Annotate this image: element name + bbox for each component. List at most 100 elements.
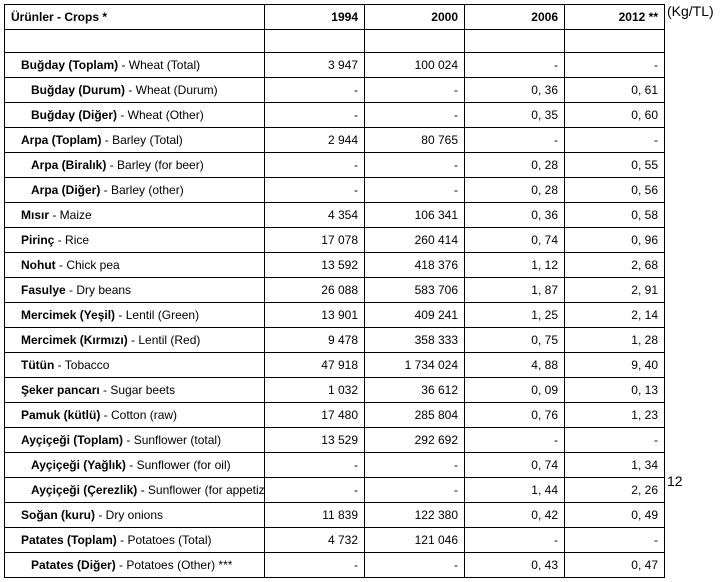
cell: 17 078 [265,228,365,253]
col-header-1994: 1994 [265,5,365,30]
cell: 0, 13 [565,378,665,403]
cell: - [465,53,565,78]
table-row: Ayçiçeği (Toplam) - Sunflower (total)13 … [5,428,665,453]
row-label: Buğday (Toplam) - Wheat (Total) [5,53,265,78]
row-label-plain: - Barley (other) [100,183,183,197]
cell: - [265,103,365,128]
cell: 0, 28 [465,153,565,178]
cell: - [565,528,665,553]
cell: - [365,103,465,128]
header-row: Ürünler - Crops * 1994 2000 2006 2012 ** [5,5,665,30]
row-label-plain: - Sunflower (total) [123,433,221,447]
row-label-bold: Patates (Toplam) [21,533,117,547]
cell: 2, 68 [565,253,665,278]
row-label-bold: Şeker pancarı [21,383,100,397]
cell: 13 592 [265,253,365,278]
cell: 1 032 [265,378,365,403]
table-row: Patates (Toplam) - Potatoes (Total) 4 732… [5,528,665,553]
row-label-plain: - Dry beans [66,283,131,297]
cell: 0, 49 [565,503,665,528]
cell: 9 478 [265,328,365,353]
cell: 36 612 [365,378,465,403]
cell: 0, 96 [565,228,665,253]
row-label-bold: Pamuk (kütlü) [21,408,100,422]
row-label-plain: - Sugar beets [100,383,175,397]
row-label-plain: - Rice [54,233,89,247]
row-label-plain: - Dry onions [95,508,163,522]
cell: 2, 14 [565,303,665,328]
table-row: Buğday (Toplam) - Wheat (Total)3 947100 … [5,53,665,78]
row-label-bold: Buğday (Toplam) [21,58,118,72]
cell: 4 732 [265,528,365,553]
col-header-label: Ürünler - Crops * [5,5,265,30]
row-label-bold: Mercimek (Yeşil) [21,308,115,322]
cell: 0, 42 [465,503,565,528]
cell: 4 354 [265,203,365,228]
table-row: Pirinç - Rice17 078260 4140, 740, 96 [5,228,665,253]
cell: - [565,128,665,153]
cell: 13 529 [265,428,365,453]
row-label-bold: Fasulye [21,283,66,297]
table-row: Arpa (Diğer) - Barley (other)--0, 280, 5… [5,178,665,203]
cell: 0, 74 [465,228,565,253]
cell: 1, 87 [465,278,565,303]
row-label-bold: Ayçiçeği (Toplam) [21,433,123,447]
table-row: Mercimek (Kırmızı) - Lentil (Red)9 47835… [5,328,665,353]
row-label-bold: Soğan (kuru) [21,508,95,522]
cell: 106 341 [365,203,465,228]
cell: 1, 23 [565,403,665,428]
cell: - [365,453,465,478]
row-label-plain: - Potatoes (Total) [117,533,212,547]
cell: 1, 34 [565,453,665,478]
cell: - [465,128,565,153]
row-label-bold: Buğday (Durum) [31,83,125,97]
table-row: Şeker pancarı - Sugar beets1 03236 6120,… [5,378,665,403]
row-label: Ayçiçeği (Toplam) - Sunflower (total) [5,428,265,453]
row-label-bold: Mercimek (Kırmızı) [21,333,128,347]
cell: 260 414 [365,228,465,253]
cell: - [265,453,365,478]
cell: 2, 91 [565,278,665,303]
cell: 0, 47 [565,553,665,578]
row-label-bold: Arpa (Diğer) [31,183,100,197]
row-label-bold: Mısır [21,208,49,222]
cell: 0, 09 [465,378,565,403]
cell: 80 765 [365,128,465,153]
table-row: Buğday (Diğer) - Wheat (Other)--0, 350, … [5,103,665,128]
row-label-plain: - Lentil (Red) [128,333,201,347]
cell: 0, 28 [465,178,565,203]
cell: 583 706 [365,278,465,303]
cell: 0, 74 [465,453,565,478]
cell: 11 839 [265,503,365,528]
row-label: Fasulye - Dry beans [5,278,265,303]
cell: - [265,178,365,203]
row-label: Nohut - Chick pea [5,253,265,278]
cell: 0, 55 [565,153,665,178]
table-row: Buğday (Durum) - Wheat (Durum)--0, 360, … [5,78,665,103]
table-row: Tütün - Tobacco47 9181 734 0244, 889, 40 [5,353,665,378]
table-row: Soğan (kuru) - Dry onions11 839122 3800,… [5,503,665,528]
cell: 9, 40 [565,353,665,378]
row-label-plain: - Potatoes (Other) *** [116,558,233,572]
cell: 47 918 [265,353,365,378]
cell: 0, 35 [465,103,565,128]
row-label-bold: Nohut [21,258,56,272]
row-label-plain: - Wheat (Other) [117,108,204,122]
row-label-plain: - Sunflower (for appetizer) [137,483,264,497]
cell: - [265,553,365,578]
cell: - [565,428,665,453]
row-label-bold: Ayçiçeği (Çerezlik) [31,483,137,497]
side-annotations: (Kg/TL) 12 [665,4,714,488]
cell: 1, 28 [565,328,665,353]
row-label-bold: Buğday (Diğer) [31,108,117,122]
cell: 0, 76 [465,403,565,428]
cell: - [265,78,365,103]
col-header-2006: 2006 [465,5,565,30]
cell: - [465,428,565,453]
row-label-plain: - Wheat (Durum) [125,83,218,97]
cell: 0, 60 [565,103,665,128]
page-number: 12 [667,474,714,488]
cell: - [465,528,565,553]
cell: 1, 25 [465,303,565,328]
row-label: Şeker pancarı - Sugar beets [5,378,265,403]
